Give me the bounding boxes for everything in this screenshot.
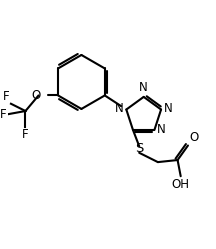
Text: N: N [139,81,148,94]
Text: O: O [189,131,198,144]
Text: F: F [22,128,29,141]
Text: N: N [115,102,124,115]
Text: N: N [164,102,172,115]
Text: O: O [31,89,41,102]
Text: OH: OH [172,178,190,191]
Text: F: F [0,108,7,121]
Text: F: F [3,90,9,103]
Text: N: N [157,124,166,136]
Text: S: S [135,142,143,155]
